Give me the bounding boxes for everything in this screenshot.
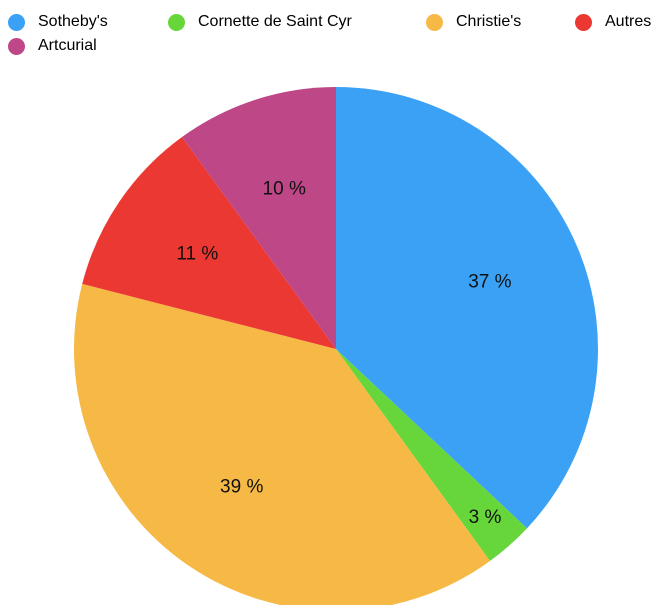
legend-label-christies: Christie's [456,13,522,30]
legend-swatch-cornette-de-saint-cyr [168,13,185,31]
data-label-artcurial: 10 % [263,179,306,200]
legend-swatch-christies [426,13,443,31]
legend-item-sothebys: Sotheby's [8,11,108,33]
data-label-sotheby-s: 37 % [468,271,511,292]
legend-swatch-artcurial [8,37,25,55]
legend-swatch-autres [575,13,592,31]
pie-slice-cornette-de-saint-cyr [336,349,527,561]
pie-slice-christie-s [74,283,490,605]
legend-label-artcurial: Artcurial [38,37,97,54]
legend-label-cornette-de-saint-cyr: Cornette de Saint Cyr [198,13,352,30]
legend-swatch-sothebys [8,13,25,31]
legend-label-sothebys: Sotheby's [38,13,108,30]
pie-slice-artcurial [182,87,336,349]
data-label-christie-s: 39 % [220,477,263,498]
legend-item-autres: Autres [575,11,651,33]
pie-slice-autres [82,137,336,349]
legend-item-cornette-de-saint-cyr: Cornette de Saint Cyr [168,11,352,33]
legend-label-autres: Autres [605,13,652,30]
legend-item-artcurial: Artcurial [8,35,97,57]
legend-item-christies: Christie's [426,11,521,33]
data-label-autres: 11 % [176,244,218,265]
pie-slice-sotheby-s [336,87,598,529]
data-label-cornette-de-saint-cyr: 3 % [469,507,502,528]
